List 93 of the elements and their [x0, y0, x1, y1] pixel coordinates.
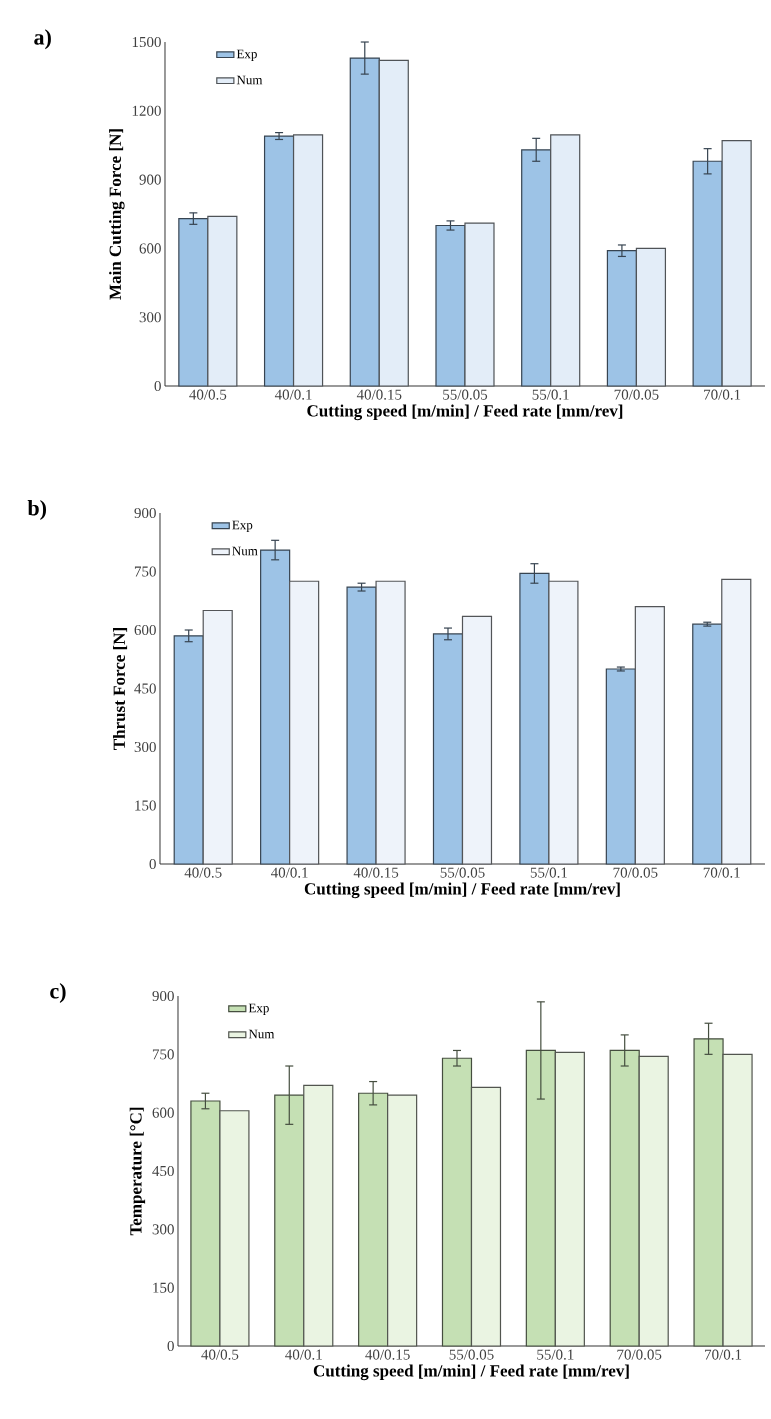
y-tick-label: 900	[139, 174, 161, 185]
bar	[441, 1057, 473, 1347]
bar	[358, 1092, 389, 1347]
bar	[178, 218, 209, 387]
bar	[605, 668, 636, 865]
y-tick-label: 600	[139, 243, 161, 254]
y-tick-label: 900	[152, 990, 174, 1002]
x-tick-label: 70/0.05	[617, 1349, 662, 1360]
bar	[606, 250, 638, 387]
y-tick-label: 750	[134, 566, 156, 577]
x-tick-label: 40/0.15	[365, 1349, 410, 1360]
bar	[721, 140, 752, 387]
bar	[303, 1084, 334, 1347]
bar	[721, 578, 752, 865]
x-axis-title: Cutting speed [m/min] / Feed rate [mm/rev]	[304, 882, 620, 899]
x-tick-label: 70/0.1	[704, 389, 741, 400]
bar	[470, 1086, 502, 1347]
x-axis-title: Cutting speed [m/min] / Feed rate [mm/rev]	[307, 404, 623, 421]
bar	[378, 59, 409, 387]
bar	[464, 222, 495, 387]
x-tick-label: 55/0.1	[530, 867, 567, 878]
x-tick-label: 70/0.1	[703, 867, 740, 878]
y-tick-label: 600	[134, 624, 156, 636]
bar	[692, 623, 723, 865]
x-tick-label: 70/0.05	[613, 867, 658, 878]
bar	[263, 135, 295, 387]
bar	[173, 635, 204, 865]
bar	[435, 224, 466, 387]
legend-label: Num	[248, 1029, 275, 1039]
bar	[274, 1094, 305, 1347]
y-tick-label: 600	[152, 1107, 174, 1118]
bar	[548, 580, 579, 865]
x-tick-label: 40/0.5	[189, 389, 227, 400]
bar	[722, 1053, 753, 1347]
legend-label: Exp	[236, 49, 257, 61]
y-axis-title: Temperature [°C]	[129, 1107, 146, 1236]
bar	[554, 1051, 585, 1347]
y-tick-label: 1500	[132, 36, 161, 48]
legend-label: Num	[236, 75, 263, 85]
x-tick-label: 55/0.05	[443, 389, 488, 400]
y-tick-label: 150	[153, 1282, 174, 1293]
x-tick-label: 70/0.1	[705, 1349, 742, 1360]
bar	[461, 615, 493, 865]
bar	[609, 1049, 640, 1347]
legend-label: Exp	[232, 520, 253, 532]
y-tick-label: 300	[134, 741, 156, 753]
y-axis-title: Main Cutting Force [N]	[109, 129, 125, 300]
y-tick-label: 450	[152, 1165, 174, 1177]
bar	[375, 580, 406, 865]
bar	[519, 572, 550, 865]
bar	[289, 580, 320, 865]
legend-label: Exp	[248, 1003, 269, 1015]
y-tick-label: 0	[154, 380, 161, 392]
x-tick-label: 70/0.05	[614, 389, 659, 400]
x-tick-label: 40/0.1	[270, 867, 308, 878]
bar	[202, 609, 233, 865]
y-tick-label: 0	[167, 1340, 174, 1352]
x-tick-label: 40/0.1	[285, 1349, 322, 1360]
y-tick-label: 900	[134, 507, 156, 519]
x-tick-label: 55/0.05	[440, 867, 485, 878]
chart-title: b)	[27, 500, 46, 520]
bar	[207, 215, 238, 387]
x-tick-label: 40/0.5	[201, 1349, 239, 1360]
x-tick-label: 55/0.1	[532, 389, 569, 400]
x-tick-label: 40/0.15	[353, 867, 399, 878]
y-tick-label: 750	[152, 1049, 174, 1060]
bar	[219, 1110, 250, 1347]
legend-label: Num	[232, 546, 258, 556]
y-tick-label: 450	[134, 683, 156, 694]
bar	[692, 160, 723, 387]
bar	[292, 134, 324, 387]
x-tick-label: 55/0.05	[449, 1349, 494, 1360]
y-tick-label: 1200	[132, 105, 161, 116]
bar	[635, 247, 667, 387]
y-tick-label: 300	[139, 312, 161, 323]
x-tick-label: 40/0.1	[274, 389, 312, 400]
y-tick-label: 150	[135, 800, 156, 811]
x-axis-title: Cutting speed [m/min] / Feed rate [mm/rev]	[313, 1364, 629, 1381]
bar	[387, 1094, 418, 1347]
y-tick-label: 300	[152, 1224, 174, 1235]
bar	[432, 633, 464, 865]
bar	[634, 606, 665, 865]
x-tick-label: 40/0.5	[184, 867, 222, 878]
x-tick-label: 40/0.15	[356, 389, 402, 400]
x-tick-label: 55/0.1	[537, 1349, 574, 1360]
chart-title: a)	[34, 29, 51, 50]
bar	[346, 586, 377, 865]
chart-title: c)	[50, 983, 66, 1003]
bar	[525, 1049, 556, 1347]
y-tick-label: 0	[149, 858, 156, 870]
bar	[550, 134, 581, 387]
y-axis-title: Thrust Force [N]	[113, 628, 128, 750]
bar	[638, 1055, 669, 1347]
